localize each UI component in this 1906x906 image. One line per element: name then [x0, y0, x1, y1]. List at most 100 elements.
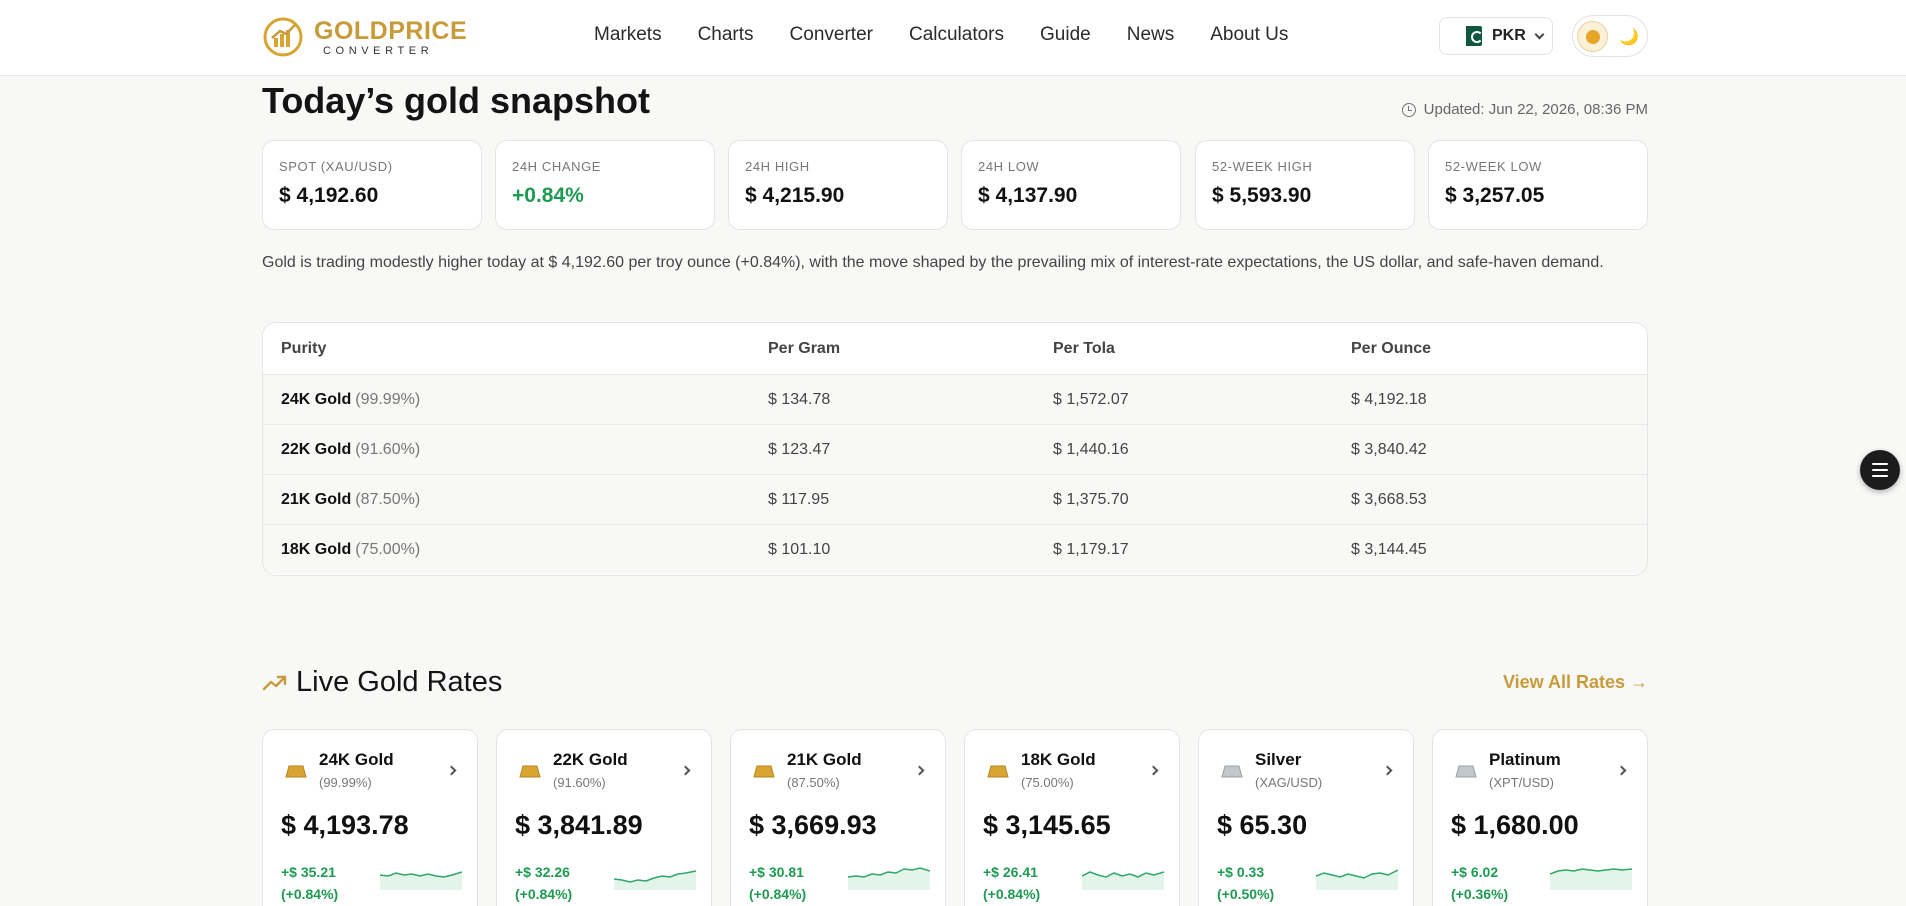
purity-name: 21K Gold — [281, 490, 352, 508]
rate-card-name: 21K Gold — [787, 750, 862, 769]
site-header: GOLDPRICE CONVERTER Markets Charts Conve… — [0, 0, 1906, 76]
pakistan-flag-icon — [1460, 26, 1483, 46]
purity-percent: (91.60%) — [355, 440, 421, 458]
change-amount: +$ 35.21 — [281, 864, 336, 880]
rate-card-18k[interactable]: 18K Gold (75.00%) $ 3,145.65 +$ 26.41 (+0… — [964, 729, 1180, 906]
nav-about-us[interactable]: About Us — [1210, 24, 1289, 45]
currency-code: PKR — [1492, 27, 1526, 44]
nav-converter[interactable]: Converter — [789, 24, 873, 45]
stat-card-24h-low: 24H LOW $ 4,137.90 — [961, 140, 1181, 230]
per-ounce-cell: $ 3,668.53 — [1351, 490, 1427, 508]
stat-label: 52-WEEK HIGH — [1212, 159, 1313, 174]
rate-card-change: +$ 6.02 (+0.36%) — [1451, 861, 1508, 905]
rate-card-purity: (99.99%) — [319, 775, 372, 790]
rate-card-name: Silver — [1255, 750, 1302, 769]
rate-card-price: $ 65.30 — [1217, 810, 1308, 840]
per-ounce-cell: $ 4,192.18 — [1351, 390, 1427, 408]
rate-card-silver[interactable]: Silver (XAG/USD) $ 65.30 +$ 0.33 (+0.50%) — [1198, 729, 1414, 906]
table-row: 21K Gold (87.50%) $ 117.95 $ 1,375.70 $ 3… — [263, 474, 1647, 524]
rate-card-name: 24K Gold — [319, 750, 394, 769]
rate-card-21k[interactable]: 21K Gold (87.50%) $ 3,669.93 +$ 30.81 (+0… — [730, 729, 946, 906]
chevron-down-icon — [1534, 29, 1545, 39]
silver-bar-icon — [1221, 765, 1243, 778]
chevron-right-icon — [1148, 765, 1159, 776]
change-percent: (+0.84%) — [983, 886, 1041, 902]
stat-value: +0.84% — [512, 184, 584, 207]
nav-news[interactable]: News — [1126, 24, 1175, 45]
column-header-per-tola: Per Tola — [1053, 339, 1115, 357]
chevron-right-icon — [1382, 765, 1393, 776]
per-ounce-cell: $ 3,144.45 — [1351, 540, 1427, 558]
live-rates-title: Live Gold Rates — [296, 666, 503, 698]
change-amount: +$ 6.02 — [1451, 864, 1499, 880]
view-all-rates-link[interactable]: View All Rates → — [1502, 672, 1648, 692]
currency-selector[interactable]: PKR — [1439, 17, 1553, 55]
per-gram-cell: $ 123.47 — [768, 440, 831, 458]
per-tola-cell: $ 1,179.17 — [1053, 540, 1129, 558]
rate-card-purity: (91.60%) — [553, 775, 606, 790]
stat-card-52w-high: 52-WEEK HIGH $ 5,593.90 — [1195, 140, 1415, 230]
purity-cell: 22K Gold (91.60%) — [281, 425, 420, 474]
rate-card-24k[interactable]: 24K Gold (99.99%) $ 4,193.78 +$ 35.21 (+0… — [262, 729, 478, 906]
table-row: 18K Gold (75.00%) $ 101.10 $ 1,179.17 $ 3… — [263, 524, 1647, 574]
purity-name: 24K Gold — [281, 390, 352, 408]
gold-bar-icon — [519, 765, 541, 778]
rate-card-change: +$ 32.26 (+0.84%) — [515, 861, 572, 905]
purity-cell: 18K Gold (75.00%) — [281, 525, 420, 574]
nav-charts[interactable]: Charts — [697, 24, 754, 45]
rate-card-price: $ 4,193.78 — [281, 810, 409, 840]
chevron-right-icon — [1616, 765, 1627, 776]
stat-value: $ 4,215.90 — [745, 184, 845, 207]
purity-percent: (87.50%) — [355, 490, 421, 508]
change-percent: (+0.84%) — [281, 886, 339, 902]
moon-icon[interactable]: 🌙 — [1619, 29, 1639, 46]
stat-value: $ 3,257.05 — [1445, 184, 1545, 207]
change-amount: +$ 0.33 — [1217, 864, 1265, 880]
purity-price-table: Purity Per Gram Per Tola Per Ounce 24K G… — [262, 322, 1648, 576]
per-gram-cell: $ 101.10 — [768, 540, 831, 558]
rate-card-price: $ 3,669.93 — [749, 810, 877, 840]
rate-card-name: Platinum — [1489, 750, 1561, 769]
gold-bar-icon — [987, 765, 1009, 778]
purity-percent: (75.00%) — [355, 540, 421, 558]
rate-card-change: +$ 30.81 (+0.84%) — [749, 861, 806, 905]
sparkline-chart — [380, 871, 462, 890]
purity-name: 22K Gold — [281, 440, 352, 458]
change-percent: (+0.50%) — [1217, 886, 1275, 902]
site-logo[interactable]: GOLDPRICE CONVERTER — [262, 14, 467, 60]
sun-icon[interactable] — [1577, 21, 1608, 52]
column-header-per-gram: Per Gram — [768, 339, 841, 357]
stat-label: 24H LOW — [978, 159, 1040, 174]
nav-guide[interactable]: Guide — [1040, 24, 1091, 45]
per-tola-cell: $ 1,572.07 — [1053, 390, 1129, 408]
stat-card-52w-low: 52-WEEK LOW $ 3,257.05 — [1428, 140, 1648, 230]
nav-markets[interactable]: Markets — [594, 24, 662, 45]
rate-card-22k[interactable]: 22K Gold (91.60%) $ 3,841.89 +$ 32.26 (+0… — [496, 729, 712, 906]
change-percent: (+0.36%) — [1451, 886, 1509, 902]
nav-calculators[interactable]: Calculators — [908, 24, 1005, 45]
change-amount: +$ 26.41 — [983, 864, 1038, 880]
rate-card-platinum[interactable]: Platinum (XPT/USD) $ 1,680.00 +$ 6.02 (+0… — [1432, 729, 1648, 906]
trending-up-icon — [262, 675, 287, 690]
chevron-right-icon — [446, 765, 457, 776]
change-amount: +$ 32.26 — [515, 864, 570, 880]
stat-card-24h-high: 24H HIGH $ 4,215.90 — [728, 140, 948, 230]
market-summary: Gold is trading modestly higher today at… — [262, 254, 1604, 271]
per-tola-cell: $ 1,375.70 — [1053, 490, 1129, 508]
page-title: Today’s gold snapshot — [262, 80, 651, 121]
sparkline-chart — [1082, 871, 1164, 890]
rate-card-name: 22K Gold — [553, 750, 628, 769]
stat-label: 24H CHANGE — [512, 159, 602, 174]
floating-menu-button[interactable] — [1860, 450, 1900, 490]
rate-card-change: +$ 0.33 (+0.50%) — [1217, 861, 1274, 905]
per-gram-cell: $ 134.78 — [768, 390, 831, 408]
main-nav: Markets Charts Converter Calculators Gui… — [576, 0, 1306, 70]
theme-toggle[interactable]: 🌙 — [1572, 15, 1648, 57]
table-header-row: Purity Per Gram Per Tola Per Ounce — [263, 323, 1647, 374]
purity-name: 18K Gold — [281, 540, 352, 558]
rate-card-purity: (87.50%) — [787, 775, 840, 790]
silver-bar-icon — [1455, 765, 1477, 778]
purity-percent: (99.99%) — [355, 390, 421, 408]
rate-card-name: 18K Gold — [1021, 750, 1096, 769]
stat-value: $ 4,137.90 — [978, 184, 1078, 207]
